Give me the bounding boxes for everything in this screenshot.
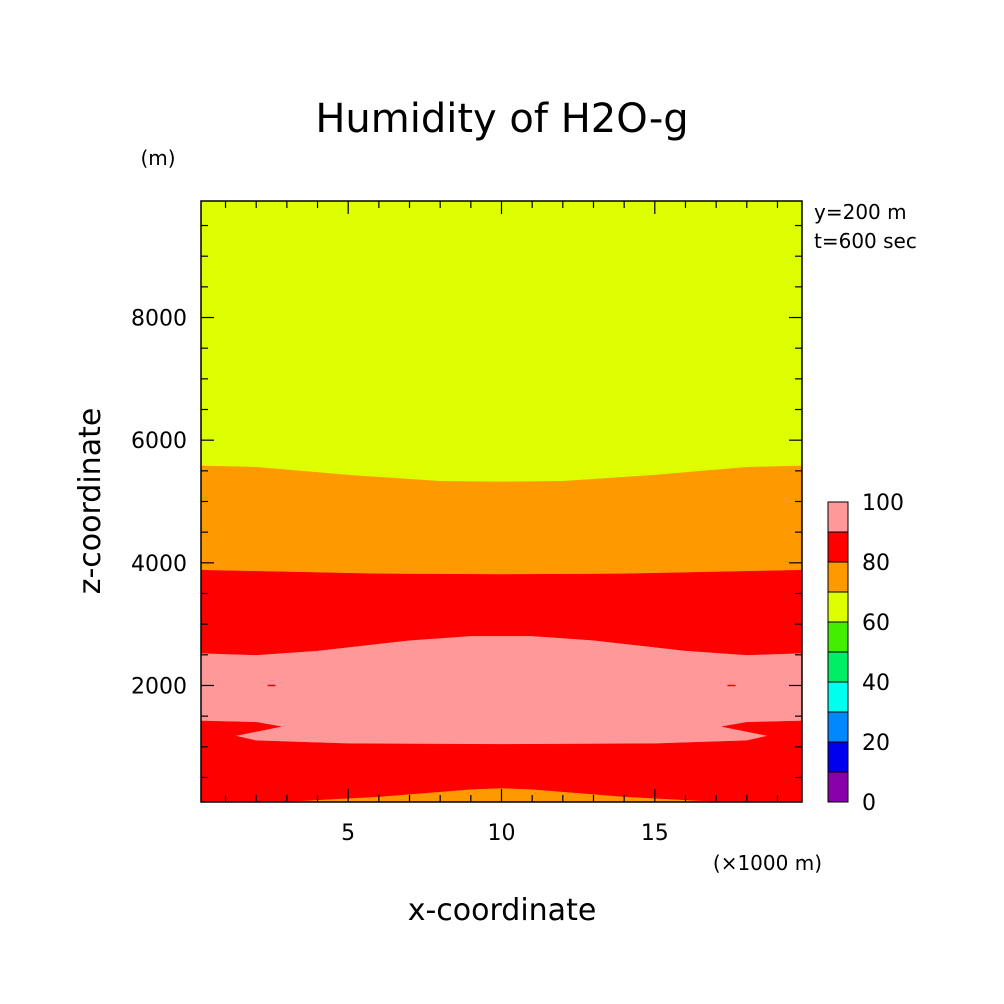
colorbar-swatch-5 (827, 621, 849, 653)
info-line-2: t=600 sec (814, 229, 917, 253)
colorbar-label: 40 (862, 671, 890, 696)
chart-title: Humidity of H2O-g (315, 96, 688, 142)
x-tick-label: 15 (641, 821, 669, 846)
y-tick-label: 8000 (131, 307, 187, 332)
x-tick-label: 10 (488, 821, 516, 846)
y-tick-label: 4000 (131, 552, 187, 577)
colorbar-label: 80 (862, 551, 890, 576)
y-unit-label: (m) (140, 146, 175, 170)
plot-fills (200, 201, 803, 803)
colorbar-label: 100 (862, 491, 904, 516)
y-tick-label: 2000 (131, 674, 187, 699)
info-line-1: y=200 m (814, 200, 907, 224)
tick-labels: 5 10 15 2000 4000 6000 8000 (131, 307, 669, 846)
axis-ticks (201, 201, 802, 802)
colorbar-swatch-8 (827, 531, 849, 563)
colorbar-swatch-0 (827, 771, 849, 803)
colorbar: 0 20 40 60 80 100 (827, 491, 904, 816)
colorbar-label: 60 (862, 611, 890, 636)
colorbar-swatch-1 (827, 741, 849, 773)
x-tick-label: 5 (341, 821, 355, 846)
x-axis-label: x-coordinate (408, 893, 597, 928)
colorbar-swatch-9 (827, 501, 849, 533)
y-tick-label: 6000 (131, 429, 187, 454)
y-axis-label: z-coordinate (73, 408, 108, 595)
colorbar-swatch-3 (827, 681, 849, 713)
x-unit-label: (×1000 m) (713, 851, 822, 875)
colorbar-label: 20 (862, 731, 890, 756)
colorbar-swatch-4 (827, 651, 849, 683)
colorbar-swatch-6 (827, 591, 849, 623)
colorbar-swatch-2 (827, 711, 849, 743)
colorbar-label: 0 (862, 791, 876, 816)
contour-fill-0 (200, 465, 803, 575)
colorbar-swatch-7 (827, 561, 849, 593)
